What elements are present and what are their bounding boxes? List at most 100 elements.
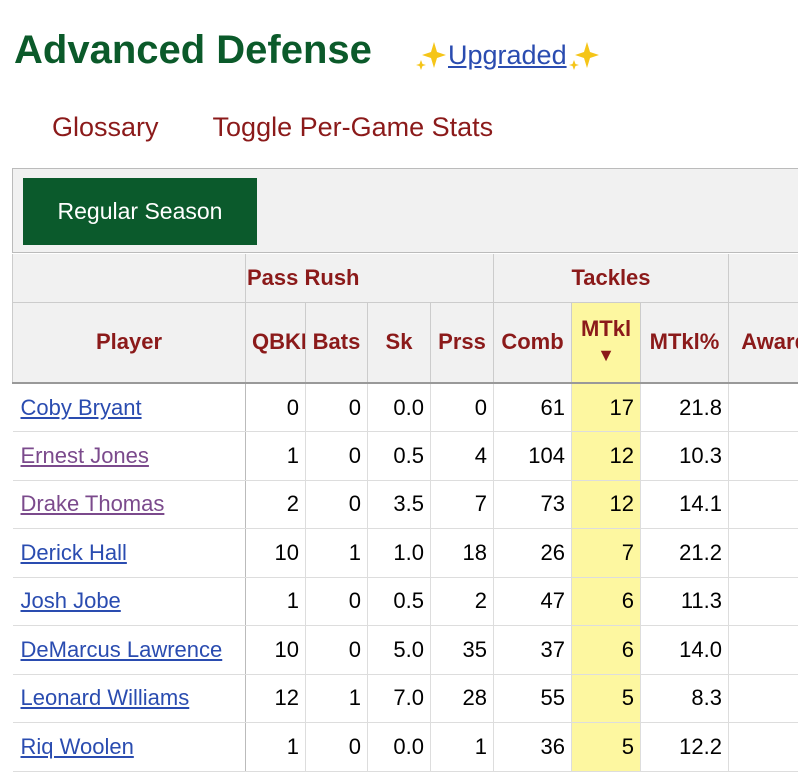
player-link[interactable]: Ernest Jones: [21, 443, 149, 468]
stat-cell: 2: [246, 480, 306, 529]
page-title: Advanced Defense: [14, 28, 372, 73]
stat-cell: 55: [494, 674, 572, 723]
player-link[interactable]: Riq Woolen: [21, 734, 134, 759]
stat-cell: 0: [306, 383, 368, 432]
group-header: Tackles: [494, 254, 729, 302]
stat-cell: 17: [572, 383, 641, 432]
stat-cell: 73: [494, 480, 572, 529]
stat-cell: 14.1: [641, 480, 729, 529]
stat-cell: 0.0: [368, 723, 431, 772]
page: Advanced Defense Upgraded Glossary Toggle…: [0, 0, 798, 750]
stat-cell: 10: [246, 626, 306, 675]
sparkle-icon: [414, 38, 448, 72]
stat-cell: 1: [246, 577, 306, 626]
stat-cell: 0.0: [368, 383, 431, 432]
stat-cell: 61: [494, 383, 572, 432]
stat-cell: 11.3: [641, 577, 729, 626]
player-cell: Derick Hall: [13, 529, 246, 578]
group-header-blank: [13, 254, 246, 302]
stat-cell: 7: [572, 529, 641, 578]
column-header[interactable]: QBKD: [246, 302, 306, 383]
upgraded[interactable]: Upgraded: [448, 40, 567, 71]
column-header[interactable]: MTkl: [572, 302, 641, 383]
player-link[interactable]: Josh Jobe: [21, 588, 121, 613]
stat-cell: 35: [431, 626, 494, 675]
empty-cell: [729, 626, 798, 675]
column-header[interactable]: Comb: [494, 302, 572, 383]
player-link[interactable]: Leonard Williams: [21, 685, 190, 710]
empty-cell: [729, 723, 798, 772]
stat-cell: 7: [431, 480, 494, 529]
stat-cell: 0: [306, 626, 368, 675]
stat-cell: 28: [431, 674, 494, 723]
empty-cell: [729, 383, 798, 432]
player-cell: Coby Bryant: [13, 383, 246, 432]
stat-cell: 47: [494, 577, 572, 626]
player-link[interactable]: Coby Bryant: [21, 395, 142, 420]
nav: Glossary Toggle Per-Game Stats: [52, 112, 547, 143]
stat-cell: 4: [431, 432, 494, 481]
column-header[interactable]: Prss: [431, 302, 494, 383]
stat-cell: 0: [306, 432, 368, 481]
stat-cell: 104: [494, 432, 572, 481]
player-cell: Ernest Jones: [13, 432, 246, 481]
stat-cell: 10.3: [641, 432, 729, 481]
stat-cell: 0: [306, 577, 368, 626]
sparkle-icon: [567, 38, 601, 72]
empty-cell: [729, 432, 798, 481]
player-link[interactable]: DeMarcus Lawrence: [21, 637, 223, 662]
stat-cell: 37: [494, 626, 572, 675]
group-header-blank: [729, 254, 798, 302]
stats-table: Pass RushTacklesPlayerQBKDBatsSkPrssComb…: [12, 254, 798, 772]
stat-cell: 18: [431, 529, 494, 578]
player-link[interactable]: Drake Thomas: [21, 491, 165, 516]
empty-cell: [729, 480, 798, 529]
nav-link[interactable]: Glossary: [52, 112, 159, 142]
player-cell: Leonard Williams: [13, 674, 246, 723]
stat-cell: 10: [246, 529, 306, 578]
column-header[interactable]: Player: [13, 302, 246, 383]
group-header: Pass Rush: [246, 254, 494, 302]
empty-cell: [729, 529, 798, 578]
stat-cell: 5.0: [368, 626, 431, 675]
stat-cell: 12: [572, 432, 641, 481]
player-cell: Drake Thomas: [13, 480, 246, 529]
stat-cell: 0.5: [368, 577, 431, 626]
tab-bar: Regular Season: [12, 168, 798, 253]
stat-cell: 0: [431, 383, 494, 432]
stat-cell: 6: [572, 577, 641, 626]
nav-link[interactable]: Toggle Per-Game Stats: [213, 112, 494, 142]
stat-cell: 12: [572, 480, 641, 529]
column-header[interactable]: Awards: [729, 302, 798, 383]
stat-cell: 3.5: [368, 480, 431, 529]
stat-cell: 1: [306, 674, 368, 723]
player-link[interactable]: Derick Hall: [21, 540, 127, 565]
tab[interactable]: Regular Season: [23, 178, 257, 245]
stat-cell: 26: [494, 529, 572, 578]
stat-cell: 0: [246, 383, 306, 432]
stat-cell: 8.3: [641, 674, 729, 723]
column-header[interactable]: Sk: [368, 302, 431, 383]
stat-cell: 5: [572, 723, 641, 772]
empty-cell: [729, 674, 798, 723]
column-header[interactable]: Bats: [306, 302, 368, 383]
column-header[interactable]: MTkl%: [641, 302, 729, 383]
stat-cell: 1: [246, 723, 306, 772]
stat-cell: 12: [246, 674, 306, 723]
stat-cell: 0.5: [368, 432, 431, 481]
stat-cell: 0: [306, 480, 368, 529]
stat-cell: 0: [306, 723, 368, 772]
stat-cell: 1: [431, 723, 494, 772]
stat-cell: 1: [306, 529, 368, 578]
player-cell: Riq Woolen: [13, 723, 246, 772]
upgraded-link: Upgraded: [414, 38, 601, 72]
